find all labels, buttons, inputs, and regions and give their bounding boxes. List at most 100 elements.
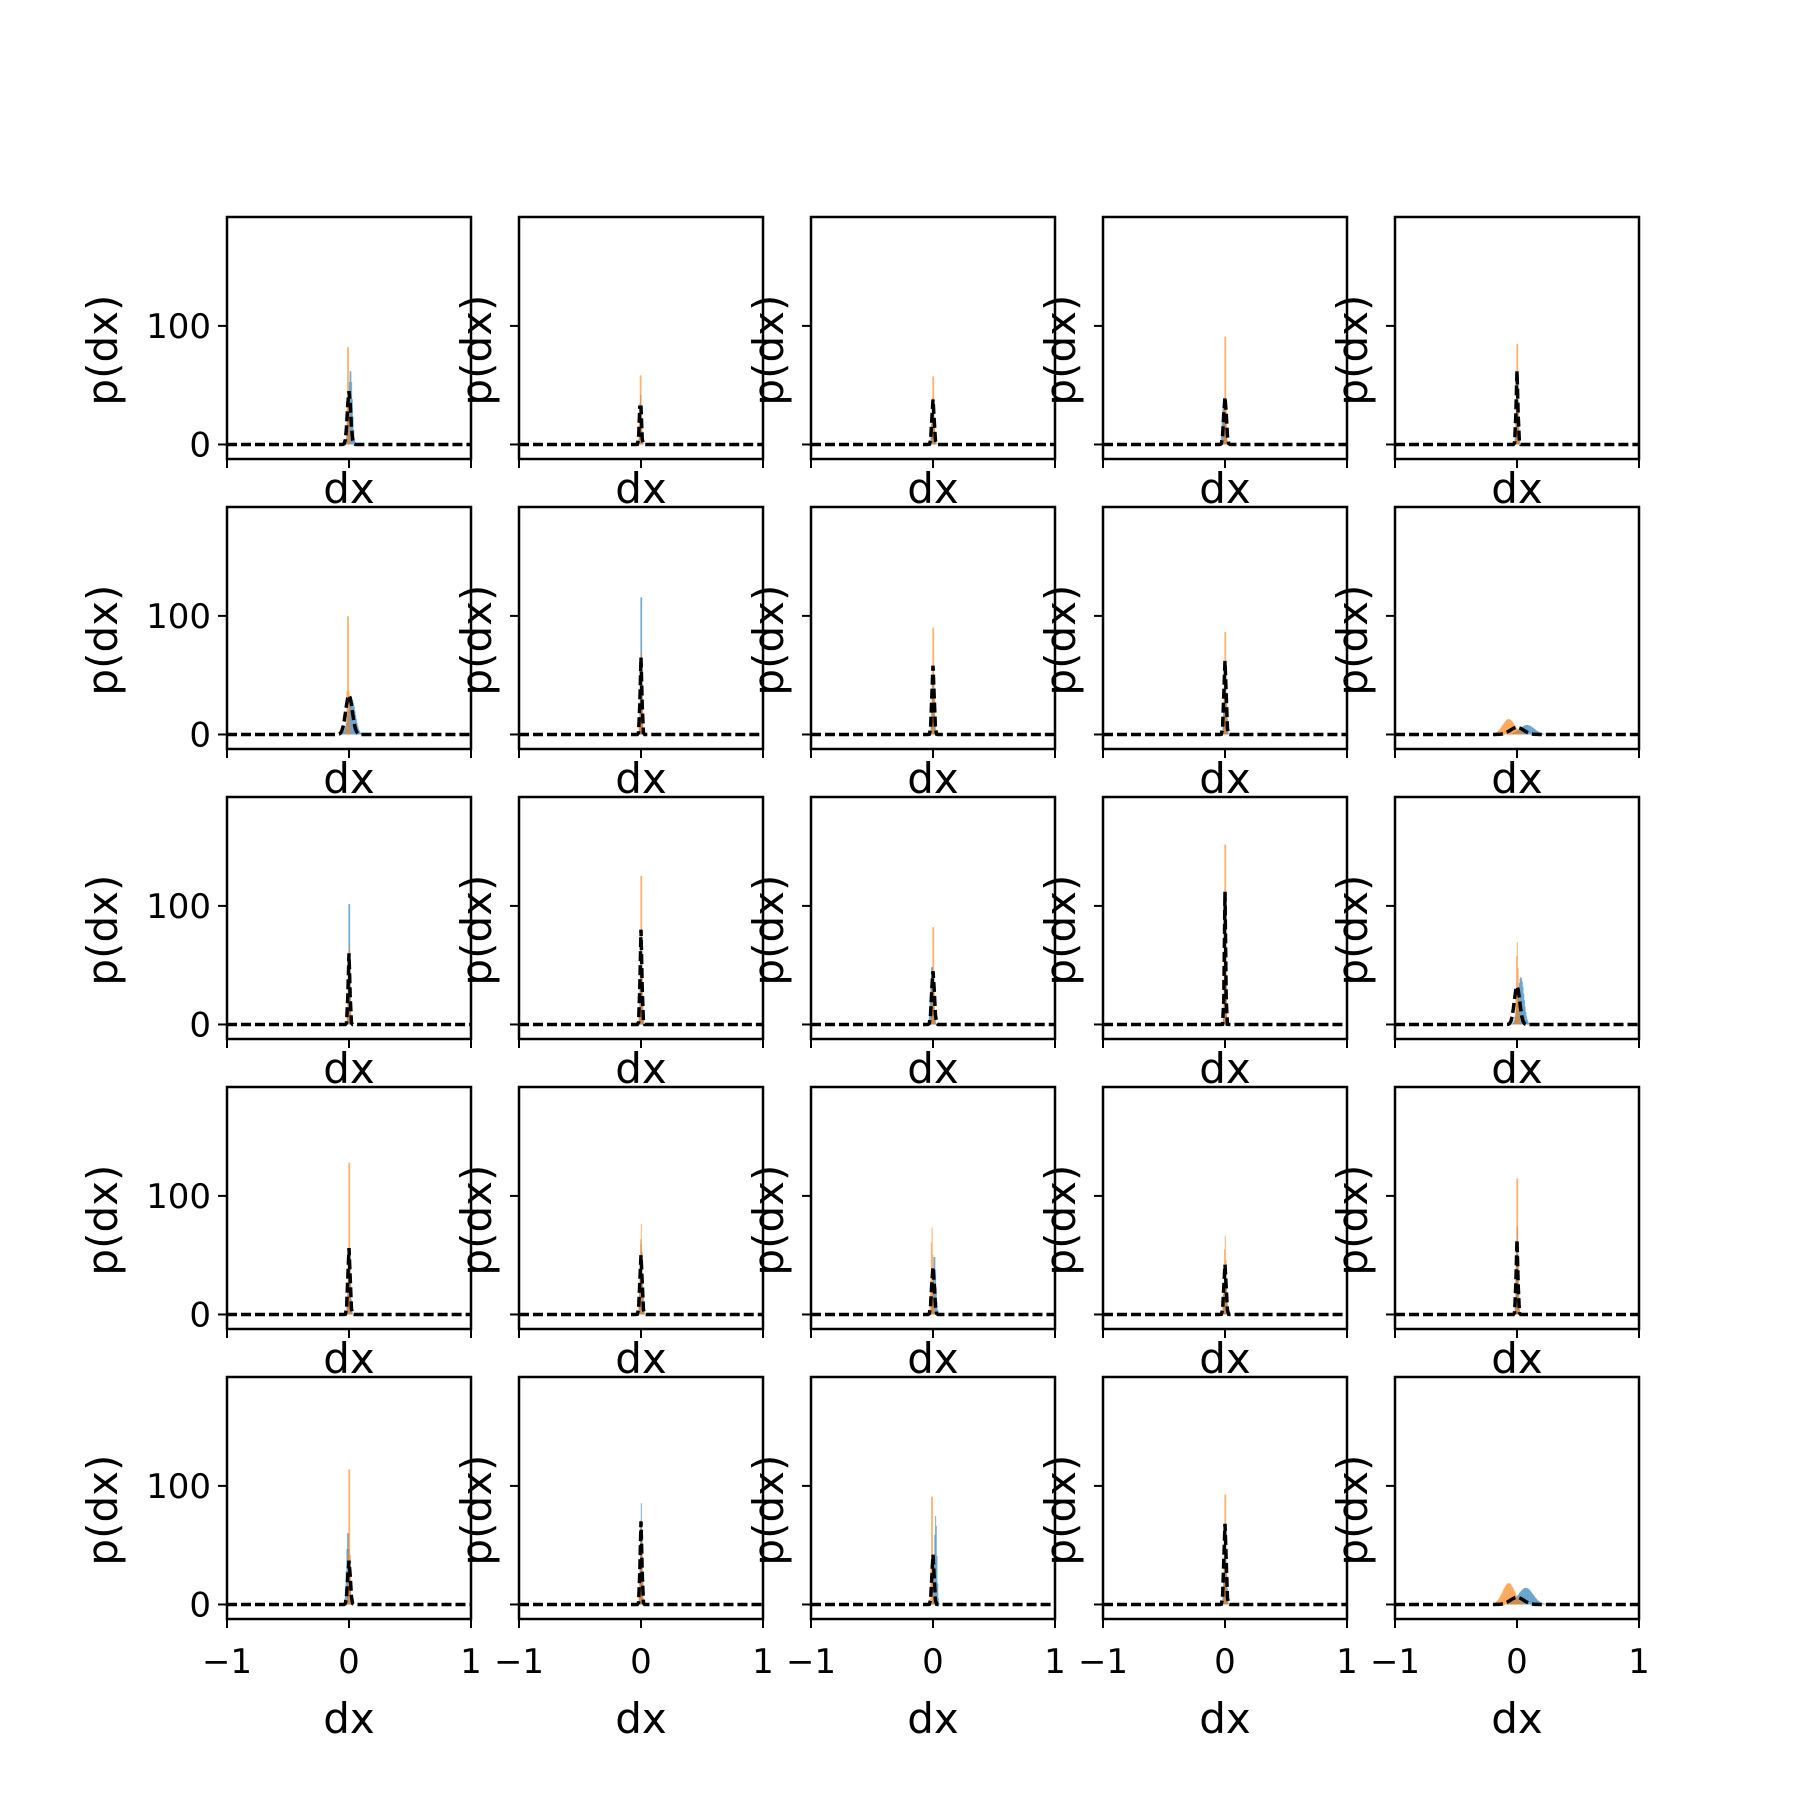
orange-bar [1508, 1583, 1510, 1605]
blue-bar [1527, 1588, 1529, 1605]
blue-bar [1531, 727, 1534, 735]
orange-bar [1522, 1603, 1525, 1605]
panel-r1-c1: 0 100 dx p(dx) [78, 215, 473, 513]
orange-bar [1222, 1306, 1224, 1315]
plot-area [1395, 1178, 1639, 1317]
orange-bar [1506, 719, 1508, 735]
orange-bar [1518, 1002, 1520, 1025]
reference-density-line [811, 665, 1055, 737]
blue-bar [1534, 729, 1536, 735]
orange-bar [1522, 733, 1524, 735]
orange-bar [1223, 1564, 1225, 1605]
axes-frame [1393, 1375, 1641, 1621]
y-axis-label: p(dx) [452, 1455, 501, 1566]
orange-bar [1511, 1586, 1514, 1605]
orange-bar [345, 728, 347, 735]
orange-bar [1226, 1599, 1228, 1605]
blue-bar [1529, 1590, 1531, 1605]
orange-bar [1498, 1597, 1500, 1605]
y-axis-label: p(dx) [452, 1165, 501, 1276]
orange-bar [641, 875, 643, 1025]
plot-area [227, 616, 471, 737]
x-axis-label: dx [1199, 1334, 1251, 1383]
blue-bar [1531, 1592, 1533, 1605]
orange-bar [1226, 729, 1228, 735]
blue-bar [341, 732, 344, 735]
reference-density-line [519, 929, 763, 1027]
blue-bar [360, 732, 362, 735]
blue-bar [1533, 728, 1535, 735]
orange-bar [1520, 1601, 1522, 1605]
orange-bar [1514, 726, 1516, 735]
orange-bar [1223, 696, 1225, 735]
blue-bar [357, 726, 359, 735]
x-axis-label: dx [615, 1334, 667, 1383]
reference-density-line [811, 971, 1055, 1027]
plot-area [519, 875, 763, 1027]
orange-bar [1503, 1589, 1505, 1605]
orange-bar [1501, 1592, 1503, 1605]
y-tick-label: 0 [189, 715, 211, 755]
blue-bar [1523, 1588, 1525, 1605]
x-tick-label: 0 [1214, 1642, 1236, 1682]
x-tick-label: 0 [630, 1642, 652, 1682]
y-axis-label: p(dx) [452, 585, 501, 696]
orange-bar [1520, 732, 1522, 735]
panel-r5-c4: −1 0 1 dx p(dx) [1036, 1375, 1358, 1743]
orange-bar [1521, 733, 1523, 735]
x-tick-label: −1 [1370, 1642, 1420, 1682]
blue-bar [1535, 730, 1537, 735]
y-axis-label: p(dx) [452, 295, 501, 406]
plot-area [227, 1469, 471, 1607]
orange-bar [349, 1162, 351, 1315]
y-axis-label: p(dx) [1036, 585, 1085, 696]
blue-bar [1527, 1021, 1529, 1025]
blue-bar [352, 416, 354, 445]
orange-bar [641, 419, 643, 445]
orange-bar [1226, 439, 1228, 445]
orange-bar [347, 616, 349, 735]
orange-bar [1502, 1590, 1504, 1605]
plot-area [811, 627, 1055, 737]
orange-bar [347, 616, 349, 735]
panel-r5-c5: −1 0 1 dx p(dx) [1328, 1375, 1650, 1743]
reference-density-line [227, 1248, 471, 1317]
x-axis-label: dx [907, 1694, 959, 1743]
x-axis-label: dx [323, 1334, 375, 1383]
panel-r2-c3: dx p(dx) [744, 505, 1057, 803]
panel-r3-c4: dx p(dx) [1036, 795, 1349, 1093]
blue-bar [343, 730, 345, 735]
orange-bar [1503, 722, 1506, 735]
orange-bar [348, 1162, 350, 1315]
y-tick-label: 0 [189, 1585, 211, 1625]
orange-bar [638, 1017, 640, 1025]
y-tick-label: 100 [146, 597, 211, 637]
blue-bar [1532, 1593, 1534, 1605]
blue-bar [1526, 1016, 1528, 1025]
y-tick-label: 100 [146, 307, 211, 347]
panel-r3-c3: dx p(dx) [744, 795, 1057, 1093]
blue-bar [342, 731, 344, 735]
blue-bar [936, 443, 938, 445]
x-axis-label: dx [1491, 1694, 1543, 1743]
orange-bar [1501, 725, 1503, 735]
blue-bar [1536, 1599, 1538, 1605]
orange-bar [1516, 728, 1518, 735]
plot-area [519, 1503, 763, 1607]
orange-bar [1515, 1594, 1517, 1605]
y-axis-label: p(dx) [78, 585, 127, 696]
orange-bar [1502, 724, 1504, 735]
blue-bar [351, 1309, 353, 1315]
plot-area [227, 904, 471, 1027]
blue-bar [1534, 729, 1537, 735]
blue-bar [1525, 1012, 1527, 1025]
orange-bar [1516, 942, 1518, 1025]
blue-bar [1520, 977, 1523, 1025]
orange-bar [1504, 721, 1506, 735]
y-axis-label: p(dx) [78, 875, 127, 986]
panel-r2-c1: 0 100 dx p(dx) [78, 505, 473, 803]
plot-area [1103, 1494, 1347, 1607]
orange-bar [349, 728, 351, 735]
y-axis-label: p(dx) [78, 295, 127, 406]
plot-area [1103, 336, 1347, 447]
